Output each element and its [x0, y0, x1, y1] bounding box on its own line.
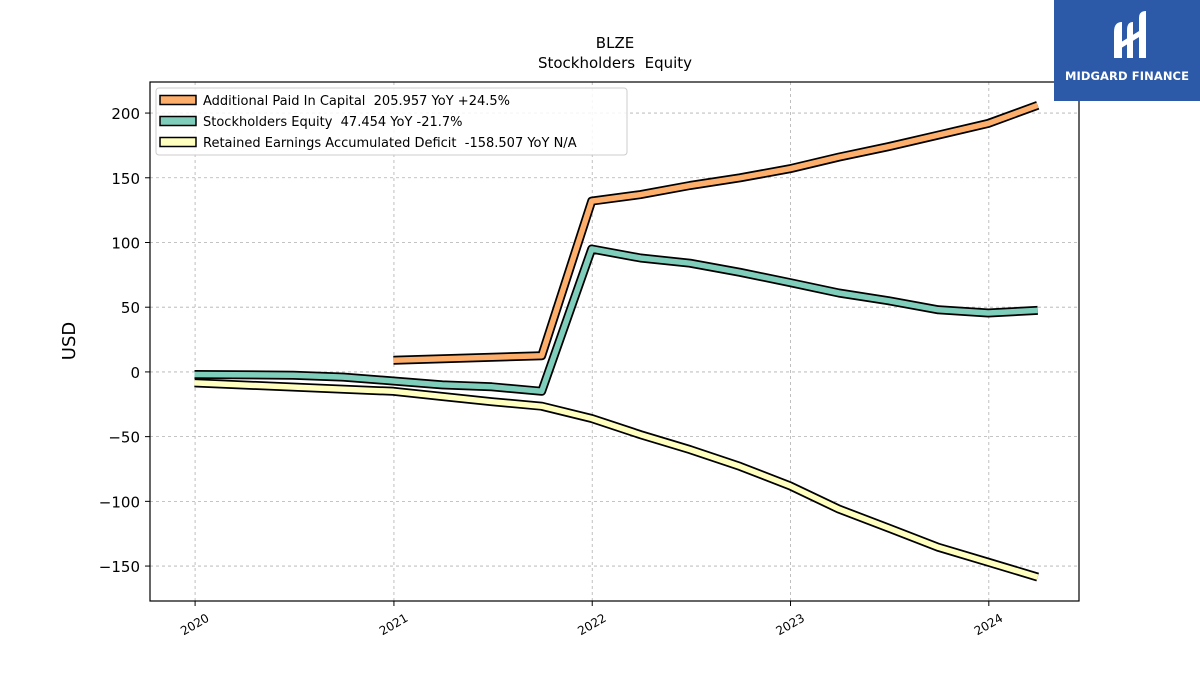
legend-items: Additional Paid In Capital 205.957 YoY +…	[159, 94, 577, 151]
y-tick-label: 50	[121, 299, 140, 317]
y-tick-label: 200	[111, 105, 140, 123]
x-tick-label: 2020	[178, 611, 211, 638]
legend: Additional Paid In Capital 205.957 YoY +…	[155, 87, 628, 156]
legend-label: Retained Earnings Accumulated Deficit -1…	[203, 136, 577, 151]
legend-label: Additional Paid In Capital 205.957 YoY +…	[203, 94, 510, 109]
legend-swatch	[159, 94, 197, 106]
series-lines	[194, 101, 1040, 582]
midgard-finance-logo: MIDGARD FINANCE	[1054, 0, 1200, 101]
x-tick-label: 2021	[377, 611, 410, 638]
x-tick-label: 2024	[972, 611, 1005, 638]
y-tick-label: −50	[108, 429, 140, 447]
x-tick-label: 2022	[575, 611, 608, 638]
series-line-stockholders-equity	[194, 246, 1038, 395]
y-tick-label: −100	[99, 493, 140, 511]
series-line-retained-earnings-accumulated-deficit	[194, 380, 1039, 580]
plot-frame	[149, 81, 1080, 602]
legend-label: Stockholders Equity 47.454 YoY -21.7%	[203, 115, 463, 130]
y-tick-label: −150	[99, 558, 140, 576]
y-tick-label: 150	[111, 170, 140, 188]
series-outline-stockholders-equity	[194, 244, 1038, 396]
chart-title: BLZE	[596, 34, 634, 52]
legend-frame	[155, 87, 628, 156]
gridlines	[150, 82, 1079, 601]
legend-swatch	[159, 115, 197, 127]
logo-mark-icon	[1114, 11, 1146, 58]
legend-swatch	[159, 136, 197, 148]
y-tick-label: 100	[111, 234, 140, 252]
chart-subtitle: Stockholders Equity	[538, 54, 692, 72]
logo-text: MIDGARD FINANCE	[1064, 69, 1190, 83]
series-outline-retained-earnings-accumulated-deficit	[194, 378, 1039, 582]
series-line-additional-paid-in-capital	[393, 102, 1039, 364]
y-axis-label: USD	[59, 322, 80, 360]
x-tick-label: 2023	[774, 611, 807, 638]
y-tick-label: 0	[130, 364, 140, 382]
axis-ticks: 200 150 100 50 0 −50 −100 −150 2020 2021 2022 2023 2…	[99, 105, 1005, 638]
